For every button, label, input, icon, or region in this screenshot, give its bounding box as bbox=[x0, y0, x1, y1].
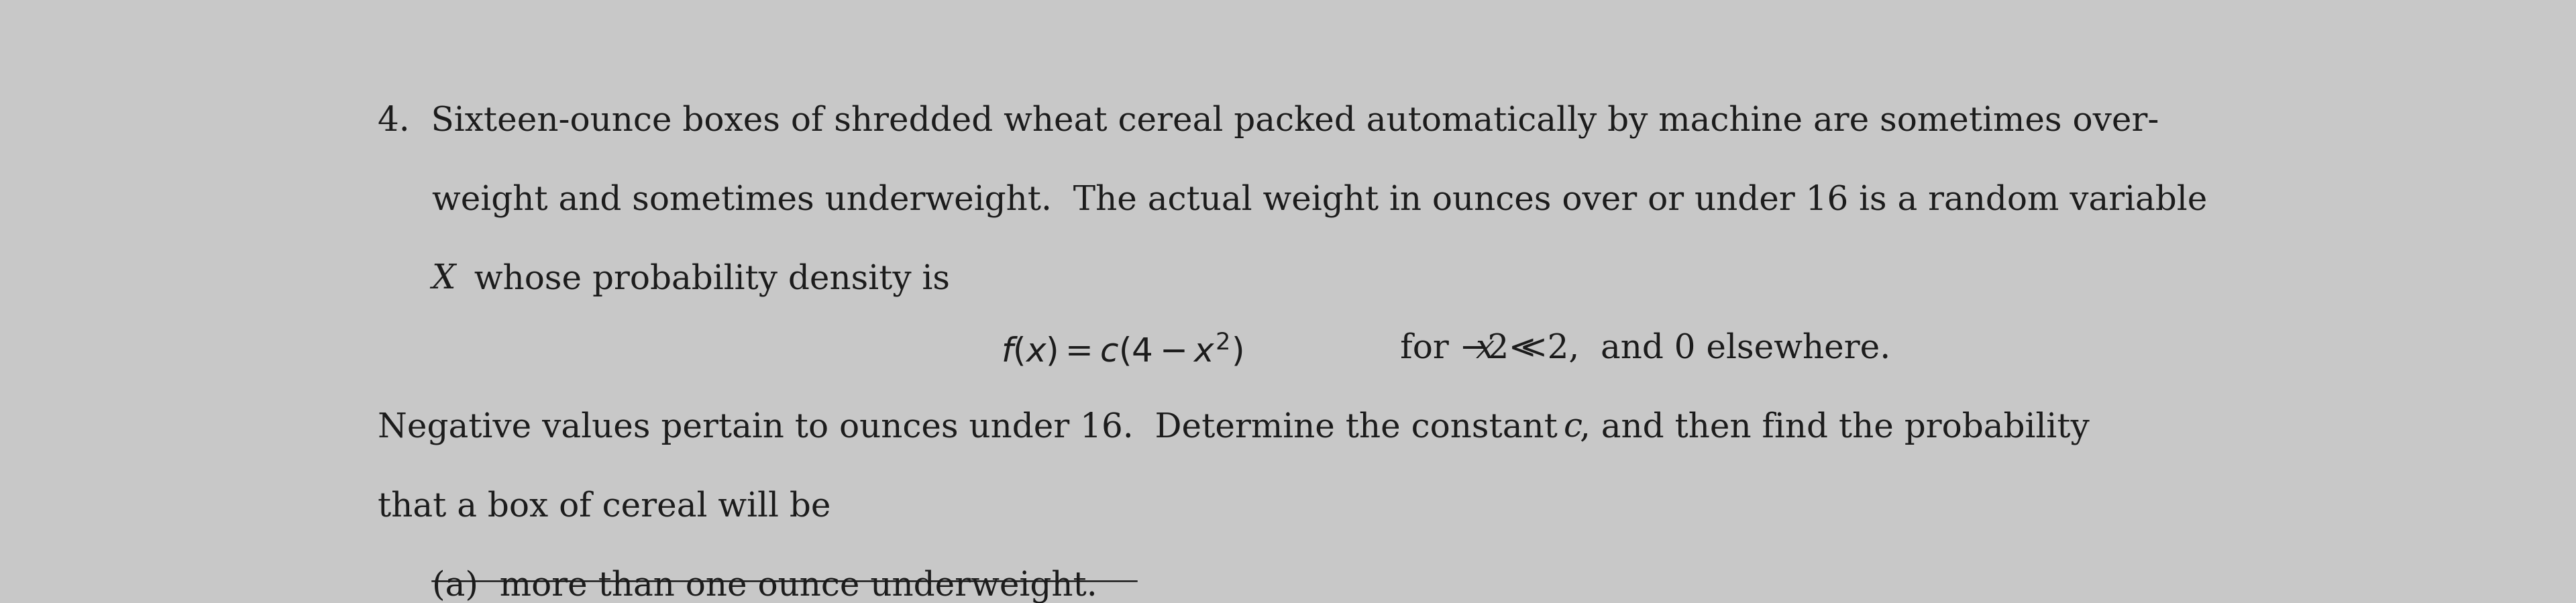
Text: that a box of cereal will be: that a box of cereal will be bbox=[379, 490, 832, 523]
Text: whose probability density is: whose probability density is bbox=[464, 263, 951, 296]
Text: < 2,  and 0 elsewhere.: < 2, and 0 elsewhere. bbox=[1497, 332, 1891, 365]
Text: x: x bbox=[1476, 332, 1494, 365]
Text: Negative values pertain to ounces under 16.  Determine the constant: Negative values pertain to ounces under … bbox=[379, 411, 1569, 445]
Text: $f(x) = c(4 - x^2)$: $f(x) = c(4 - x^2)$ bbox=[999, 332, 1242, 369]
Text: for −2 <: for −2 < bbox=[1337, 332, 1558, 365]
Text: , and then find the probability: , and then find the probability bbox=[1579, 411, 2089, 445]
Text: 4.  Sixteen-ounce boxes of shredded wheat cereal packed automatically by machine: 4. Sixteen-ounce boxes of shredded wheat… bbox=[379, 105, 2159, 138]
Text: (a)  more than one ounce underweight.: (a) more than one ounce underweight. bbox=[433, 569, 1097, 602]
Text: weight and sometimes underweight.  The actual weight in ounces over or under 16 : weight and sometimes underweight. The ac… bbox=[433, 184, 2208, 217]
Text: c: c bbox=[1564, 411, 1582, 444]
Text: X: X bbox=[433, 263, 456, 296]
